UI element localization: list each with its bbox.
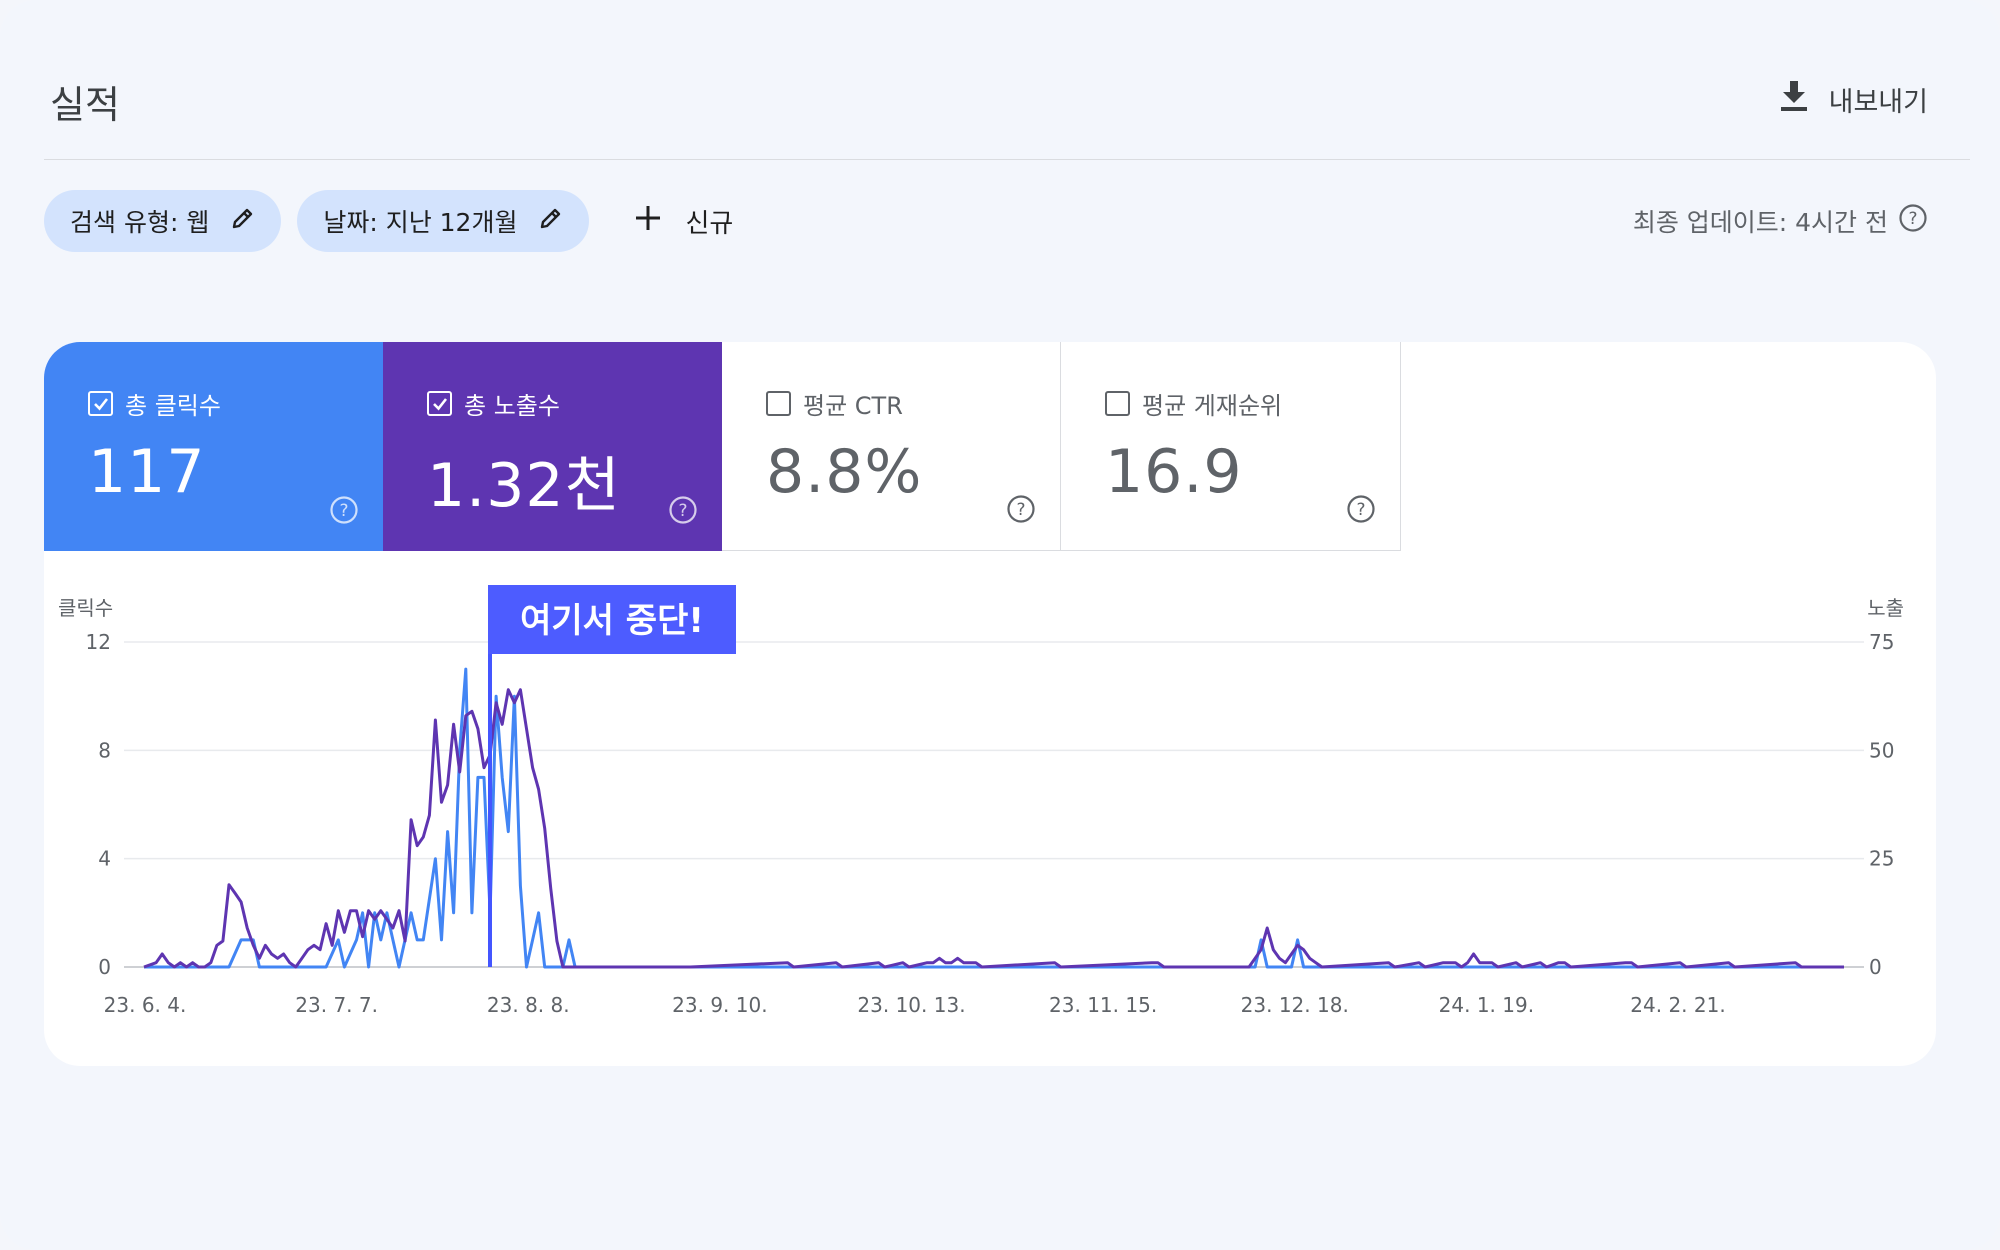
- export-label: 내보내기: [1828, 86, 1928, 118]
- metric-total-impressions[interactable]: 총 노출수 1.32천 ?: [383, 342, 722, 551]
- header: 실적 내보내기: [44, 60, 1970, 160]
- svg-text:?: ?: [1016, 500, 1025, 520]
- new-filter-button[interactable]: 신규: [615, 190, 751, 252]
- x-tick-label: 23. 8. 8.: [487, 993, 570, 1017]
- svg-text:?: ?: [339, 501, 348, 521]
- series-line-clicks: [144, 667, 1844, 969]
- metric-label: 평균 게재순위: [1142, 392, 1283, 420]
- x-tick-label: 23. 7. 7.: [295, 993, 378, 1017]
- chart-area: 12 8 4 0 75 50 25 0 클릭수 노출 23. 6. 4. 23. 7. 7. 23. 8…: [44, 342, 1936, 1066]
- svg-text:?: ?: [678, 501, 687, 521]
- metric-value: 117: [88, 437, 206, 507]
- left-tick-label: 4: [98, 847, 111, 871]
- annotation-flag: [488, 585, 736, 654]
- export-button[interactable]: 내보내기: [1779, 74, 1928, 124]
- right-tick-label: 25: [1869, 847, 1894, 871]
- checkbox-unchecked-icon[interactable]: [766, 391, 791, 416]
- last-update: 최종 업데이트: 4시간 전 ?: [1633, 200, 1928, 242]
- x-tick-label: 23. 11. 15.: [1049, 993, 1157, 1017]
- metric-label: 평균 CTR: [803, 392, 903, 420]
- performance-chart[interactable]: 12 8 4 0 75 50 25 0 클릭수 노출 23. 6. 4. 23. 7. 7. 23. 8…: [44, 342, 1936, 1066]
- plus-icon: [633, 203, 663, 240]
- svg-text:?: ?: [1908, 209, 1917, 229]
- search-type-chip[interactable]: 검색 유형: 웹: [44, 190, 282, 252]
- help-icon[interactable]: ?: [1006, 494, 1036, 528]
- search-type-label: 검색 유형: 웹: [70, 208, 210, 237]
- metric-value: 1.32천: [427, 451, 621, 521]
- last-update-text: 최종 업데이트: 4시간 전: [1632, 208, 1888, 237]
- pencil-icon: [539, 206, 563, 236]
- new-filter-label: 신규: [685, 208, 734, 239]
- help-icon[interactable]: ?: [329, 495, 359, 529]
- metric-value: 16.9: [1105, 437, 1243, 507]
- help-icon[interactable]: ?: [1898, 203, 1928, 239]
- metric-value: 8.8%: [766, 437, 923, 507]
- date-range-label: 날짜: 지난 12개월: [323, 208, 518, 237]
- page-title: 실적: [50, 83, 120, 127]
- help-icon[interactable]: ?: [668, 495, 698, 529]
- right-axis-label: 노출: [1867, 596, 1904, 620]
- annotation-label: 여기서 중단!: [520, 601, 704, 641]
- right-tick-label: 75: [1869, 630, 1894, 654]
- left-tick-label: 12: [86, 630, 111, 654]
- svg-text:?: ?: [1356, 500, 1365, 520]
- pencil-icon: [231, 206, 255, 236]
- x-tick-label: 23. 10. 13.: [857, 993, 965, 1017]
- performance-card: 총 클릭수 117 ? 총 노출수 1.32천 ?: [44, 342, 1936, 1066]
- metric-average-position[interactable]: 평균 게재순위 16.9 ?: [1061, 342, 1401, 551]
- metric-average-ctr[interactable]: 평균 CTR 8.8% ?: [722, 342, 1061, 551]
- date-range-chip[interactable]: 날짜: 지난 12개월: [297, 190, 590, 252]
- x-tick-label: 23. 6. 4.: [104, 993, 187, 1017]
- download-icon: [1779, 79, 1809, 120]
- x-tick-label: 24. 2. 21.: [1630, 993, 1725, 1017]
- checkbox-checked-icon[interactable]: [427, 391, 452, 416]
- left-tick-label: 0: [98, 955, 111, 979]
- help-icon[interactable]: ?: [1346, 494, 1376, 528]
- checkbox-unchecked-icon[interactable]: [1105, 391, 1130, 416]
- right-tick-label: 0: [1869, 955, 1882, 979]
- left-axis-label: 클릭수: [58, 596, 113, 620]
- left-tick-label: 8: [98, 738, 111, 762]
- x-tick-label: 23. 9. 10.: [672, 993, 767, 1017]
- x-tick-label: 24. 1. 19.: [1439, 993, 1534, 1017]
- metric-total-clicks[interactable]: 총 클릭수 117 ?: [44, 342, 383, 551]
- checkbox-checked-icon[interactable]: [88, 391, 113, 416]
- metric-label: 총 노출수: [464, 392, 560, 420]
- filter-bar: 검색 유형: 웹 날짜: 지난 12개월: [44, 190, 751, 252]
- right-tick-label: 50: [1869, 738, 1894, 762]
- x-tick-label: 23. 12. 18.: [1241, 993, 1349, 1017]
- series-line-impressions: [143, 688, 1844, 969]
- metric-label: 총 클릭수: [125, 392, 221, 420]
